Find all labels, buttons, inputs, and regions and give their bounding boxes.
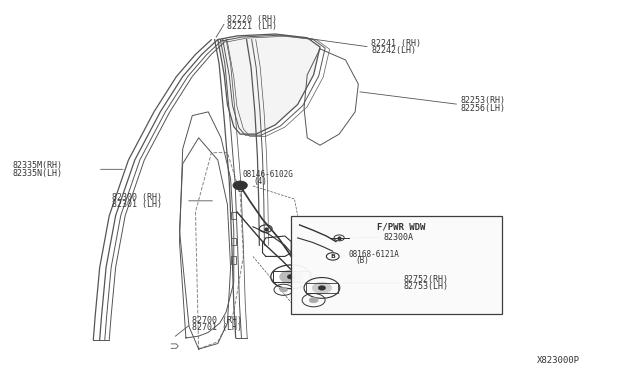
Text: 82301 (LH): 82301 (LH): [113, 200, 163, 209]
Text: 82256(LH): 82256(LH): [461, 104, 506, 113]
Text: 82241 (RH): 82241 (RH): [371, 39, 421, 48]
Bar: [230, 238, 236, 245]
Text: X823000P: X823000P: [537, 356, 580, 365]
Text: B: B: [330, 254, 335, 259]
Circle shape: [280, 288, 287, 292]
Bar: [273, 271, 309, 282]
Text: 82220 (RH): 82220 (RH): [227, 15, 277, 24]
Circle shape: [280, 270, 303, 283]
Bar: [230, 256, 236, 264]
Text: 82753(LH): 82753(LH): [403, 282, 448, 291]
Circle shape: [312, 282, 332, 294]
Text: 82335N(LH): 82335N(LH): [12, 169, 62, 177]
Text: 82242(LH): 82242(LH): [371, 46, 416, 55]
Circle shape: [309, 298, 318, 303]
Text: 08168-6121A: 08168-6121A: [349, 250, 399, 259]
Text: 08146-6102G: 08146-6102G: [242, 170, 293, 179]
Bar: [291, 216, 502, 314]
Text: F/PWR WDW: F/PWR WDW: [377, 222, 425, 231]
Circle shape: [287, 275, 295, 279]
Text: 82221 (LH): 82221 (LH): [227, 22, 277, 31]
Text: (B): (B): [355, 256, 369, 265]
Text: 82300 (RH): 82300 (RH): [113, 193, 163, 202]
Text: 82700 (RH): 82700 (RH): [192, 316, 243, 325]
Text: 82752(RH): 82752(RH): [403, 275, 448, 284]
Text: Ⓡ: Ⓡ: [237, 181, 243, 191]
Circle shape: [233, 181, 247, 189]
Text: 82253(RH): 82253(RH): [461, 96, 506, 105]
Bar: [230, 212, 236, 219]
Text: ①: ①: [237, 181, 244, 190]
Text: (4): (4): [253, 177, 267, 186]
Polygon shape: [218, 34, 320, 134]
Bar: [306, 283, 338, 293]
Circle shape: [319, 286, 325, 290]
Text: 82701 (LH): 82701 (LH): [192, 323, 243, 332]
Text: 82300A: 82300A: [384, 232, 414, 242]
Text: 82335M(RH): 82335M(RH): [12, 161, 62, 170]
